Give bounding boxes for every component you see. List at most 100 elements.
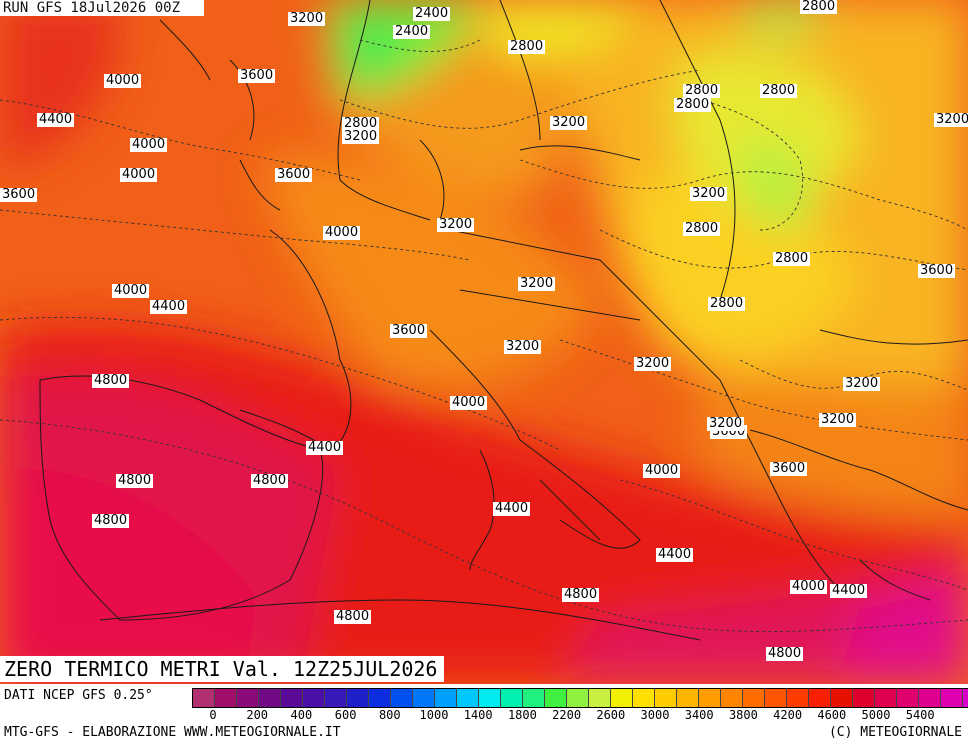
color-swatch: [237, 689, 259, 707]
color-scale-tick: 1800: [507, 708, 537, 722]
color-swatch: [545, 689, 567, 707]
color-swatch: [567, 689, 589, 707]
contour-label: 2800: [674, 97, 712, 112]
contour-label: 4000: [104, 73, 142, 88]
contour-label: 4800: [334, 609, 372, 624]
data-source: DATI NCEP GFS 0.25°: [4, 688, 153, 703]
color-swatch: [897, 689, 919, 707]
contour-label: 3200: [934, 113, 968, 127]
contour-label: 3200: [843, 376, 881, 391]
contour-label: 2400: [413, 6, 451, 21]
color-swatch: [787, 689, 809, 707]
color-swatch: [259, 689, 281, 707]
color-scale-tick: 3800: [728, 708, 758, 722]
contour-label: 3200: [437, 217, 475, 232]
color-swatch: [347, 689, 369, 707]
contour-label: 4400: [306, 440, 344, 455]
color-swatch: [325, 689, 347, 707]
contour-label: 3600: [918, 263, 956, 278]
color-swatch: [193, 689, 215, 707]
color-swatch: [523, 689, 545, 707]
color-scale-tick: 200: [246, 708, 269, 722]
contour-label: 3200: [288, 11, 326, 26]
contour-label: 3600: [0, 187, 38, 202]
color-scale-tick: 4600: [817, 708, 847, 722]
color-scale-tick: 600: [334, 708, 357, 722]
contour-label: 4400: [656, 547, 694, 562]
color-swatch: [809, 689, 831, 707]
contour-label: 2800: [342, 116, 380, 131]
contour-label: 4800: [92, 513, 130, 528]
contour-label: 4400: [493, 501, 531, 516]
color-scale-tick: 0: [209, 708, 217, 722]
color-swatch: [677, 689, 699, 707]
color-swatch: [765, 689, 787, 707]
contour-label: 4800: [562, 587, 600, 602]
credit-left: MTG-GFS - ELABORAZIONE WWW.METEOGIORNALE…: [4, 725, 341, 740]
contour-label: 2800: [683, 83, 721, 98]
color-scale-tick: 2200: [552, 708, 582, 722]
color-swatch: [963, 689, 968, 707]
contour-label: 4400: [37, 112, 75, 127]
color-swatch: [391, 689, 413, 707]
contour-label: 2800: [760, 83, 798, 98]
color-swatch: [589, 689, 611, 707]
color-swatch: [875, 689, 897, 707]
color-swatch: [435, 689, 457, 707]
credit-right: (C) METEOGIORNALE: [828, 725, 962, 740]
contour-label: 4000: [130, 137, 168, 152]
contour-label: 3200: [342, 129, 380, 144]
color-scale-tick: 2600: [596, 708, 626, 722]
color-scale-tick: 3000: [640, 708, 670, 722]
contour-label: 2800: [708, 296, 746, 311]
color-swatch: [633, 689, 655, 707]
contour-label: 3200: [707, 416, 745, 431]
contour-label: 2800: [508, 39, 546, 54]
contour-label: 4800: [766, 646, 804, 661]
color-swatch: [721, 689, 743, 707]
color-scale-tick: 400: [290, 708, 313, 722]
contour-label: 4800: [92, 373, 130, 388]
contour-label: 4800: [251, 473, 289, 488]
contour-label: 3200: [690, 186, 728, 201]
contour-label: 4400: [830, 583, 868, 598]
contour-label: 2400: [393, 24, 431, 39]
freezing-level-map: RUN GFS 18Jul2026 00Z 3200 2400 2400 2800 28…: [0, 0, 968, 684]
contour-label: 4000: [450, 395, 488, 410]
color-scale-tick: 1000: [419, 708, 449, 722]
color-swatch: [919, 689, 941, 707]
contour-label: 3600: [238, 68, 276, 83]
contour-label: 2800: [773, 251, 811, 266]
run-label: RUN GFS 18Jul2026 00Z: [0, 0, 205, 16]
contour-label: 3600: [770, 461, 808, 476]
color-scale-tick: 5000: [861, 708, 891, 722]
color-swatch: [743, 689, 765, 707]
color-swatch: [303, 689, 325, 707]
contour-label: 4400: [150, 299, 188, 314]
contour-label: 4000: [643, 463, 681, 478]
contour-label: 4000: [790, 579, 828, 594]
color-swatch: [941, 689, 963, 707]
color-swatch: [215, 689, 237, 707]
color-scale-tick: 3400: [684, 708, 714, 722]
color-scale-tick: 800: [378, 708, 401, 722]
color-scale-tick: 5400: [905, 708, 935, 722]
color-swatch: [501, 689, 523, 707]
contour-label: 3600: [275, 167, 313, 182]
map-title: ZERO TERMICO METRI Val. 12Z25JUL2026: [0, 656, 444, 682]
contour-label: 3600: [390, 323, 428, 338]
contour-label: 3200: [819, 412, 857, 427]
contour-label: 4800: [116, 473, 154, 488]
color-swatch: [611, 689, 633, 707]
color-swatch: [853, 689, 875, 707]
color-scale-bar: [192, 688, 968, 708]
color-swatch: [655, 689, 677, 707]
contour-label: 3200: [634, 356, 672, 371]
contour-label: 4000: [323, 225, 361, 240]
color-swatch: [369, 689, 391, 707]
contour-label: 2800: [800, 0, 838, 14]
contour-label: 3200: [550, 115, 588, 130]
color-swatch: [699, 689, 721, 707]
contour-label: 2800: [683, 221, 721, 236]
contour-label: 4000: [112, 283, 150, 298]
